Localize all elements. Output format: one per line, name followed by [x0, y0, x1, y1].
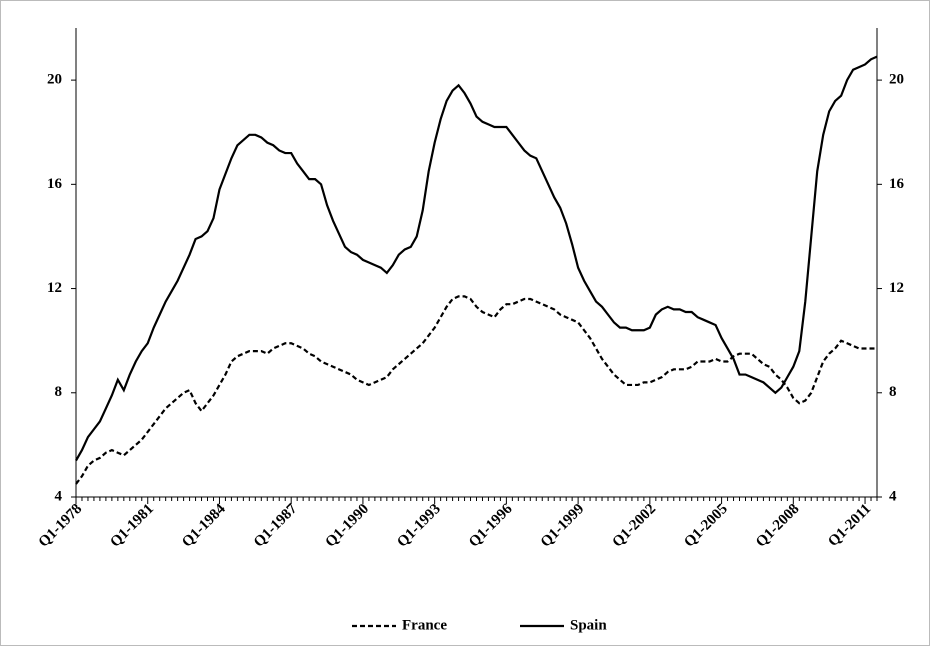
legend-label: Spain: [570, 617, 607, 633]
y2-tick-label: 16: [889, 176, 905, 192]
legend-item: France: [352, 617, 447, 633]
y-tick-label: 4: [55, 488, 63, 504]
y2-tick-label: 12: [889, 280, 904, 296]
y-tick-label: 16: [47, 176, 63, 192]
y-tick-label: 8: [55, 384, 63, 400]
y2-tick-label: 4: [889, 488, 897, 504]
legend-label: France: [402, 617, 447, 633]
legend-item: Spain: [520, 617, 607, 633]
series-line: [75, 55, 878, 462]
y2-tick-label: 20: [889, 72, 904, 88]
series-line: [75, 295, 877, 485]
y-tick-label: 12: [47, 280, 62, 296]
y2-tick-label: 8: [889, 384, 897, 400]
y-tick-label: 20: [47, 72, 62, 88]
